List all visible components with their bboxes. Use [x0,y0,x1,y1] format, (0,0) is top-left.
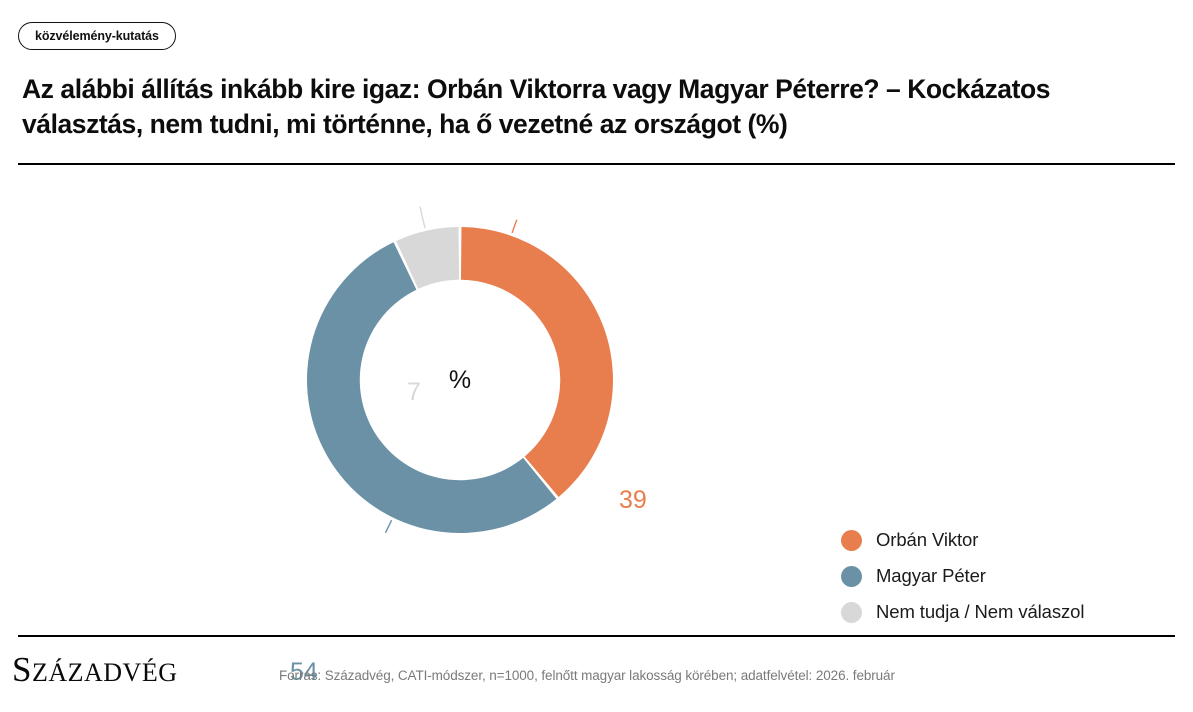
chart-plot-area: % 39 54 7 Orbán Viktor Magyar Péter Nem … [0,170,1193,685]
donut-slice [396,227,460,289]
survey-type-badge: közvélemény-kutatás [18,22,176,50]
slice-value-label-nem-tudja: 7 [407,378,421,406]
leader-line [511,219,518,234]
legend-label-orban-viktor: Orbán Viktor [876,529,979,550]
chart-legend: Orbán Viktor Magyar Péter Nem tudja / Ne… [841,522,1161,630]
legend-swatch-icon-nem-tudja [841,601,862,623]
donut-slice [307,242,557,533]
donut-leader-lines [384,206,518,534]
brand-logo: SZÁZADVÉG [12,652,178,687]
brand-logo-initial: S [12,650,32,689]
chart-footer: SZÁZADVÉG Forrás: Századvég, CATI-módsze… [0,645,1193,712]
donut-slice-group [307,227,613,533]
slice-value-label-orban-viktor: 39 [619,486,647,514]
divider-bottom [18,635,1175,637]
source-note: Forrás: Századvég, CATI-módszer, n=1000,… [279,668,895,683]
legend-label-magyar-peter: Magyar Péter [876,565,986,586]
slice-value-label-magyar-peter: 54 [290,658,318,686]
legend-label-nem-tudja: Nem tudja / Nem válaszol [876,601,1085,622]
leader-line [419,206,426,229]
brand-logo-rest: ZÁZADVÉG [31,658,178,687]
legend-item-orban-viktor: Orbán Viktor [841,522,1161,558]
legend-swatch-icon-orban-viktor [841,529,862,551]
page-title: Az alábbi állítás inkább kire igaz: Orbá… [22,74,1050,140]
legend-swatch-icon-magyar-peter [841,565,862,587]
legend-item-nem-tudja: Nem tudja / Nem válaszol [841,594,1161,630]
donut-chart [307,206,613,534]
donut-slice [460,227,613,497]
divider-top [18,163,1175,165]
legend-item-magyar-peter: Magyar Péter [841,558,1161,594]
leader-line [384,519,393,534]
